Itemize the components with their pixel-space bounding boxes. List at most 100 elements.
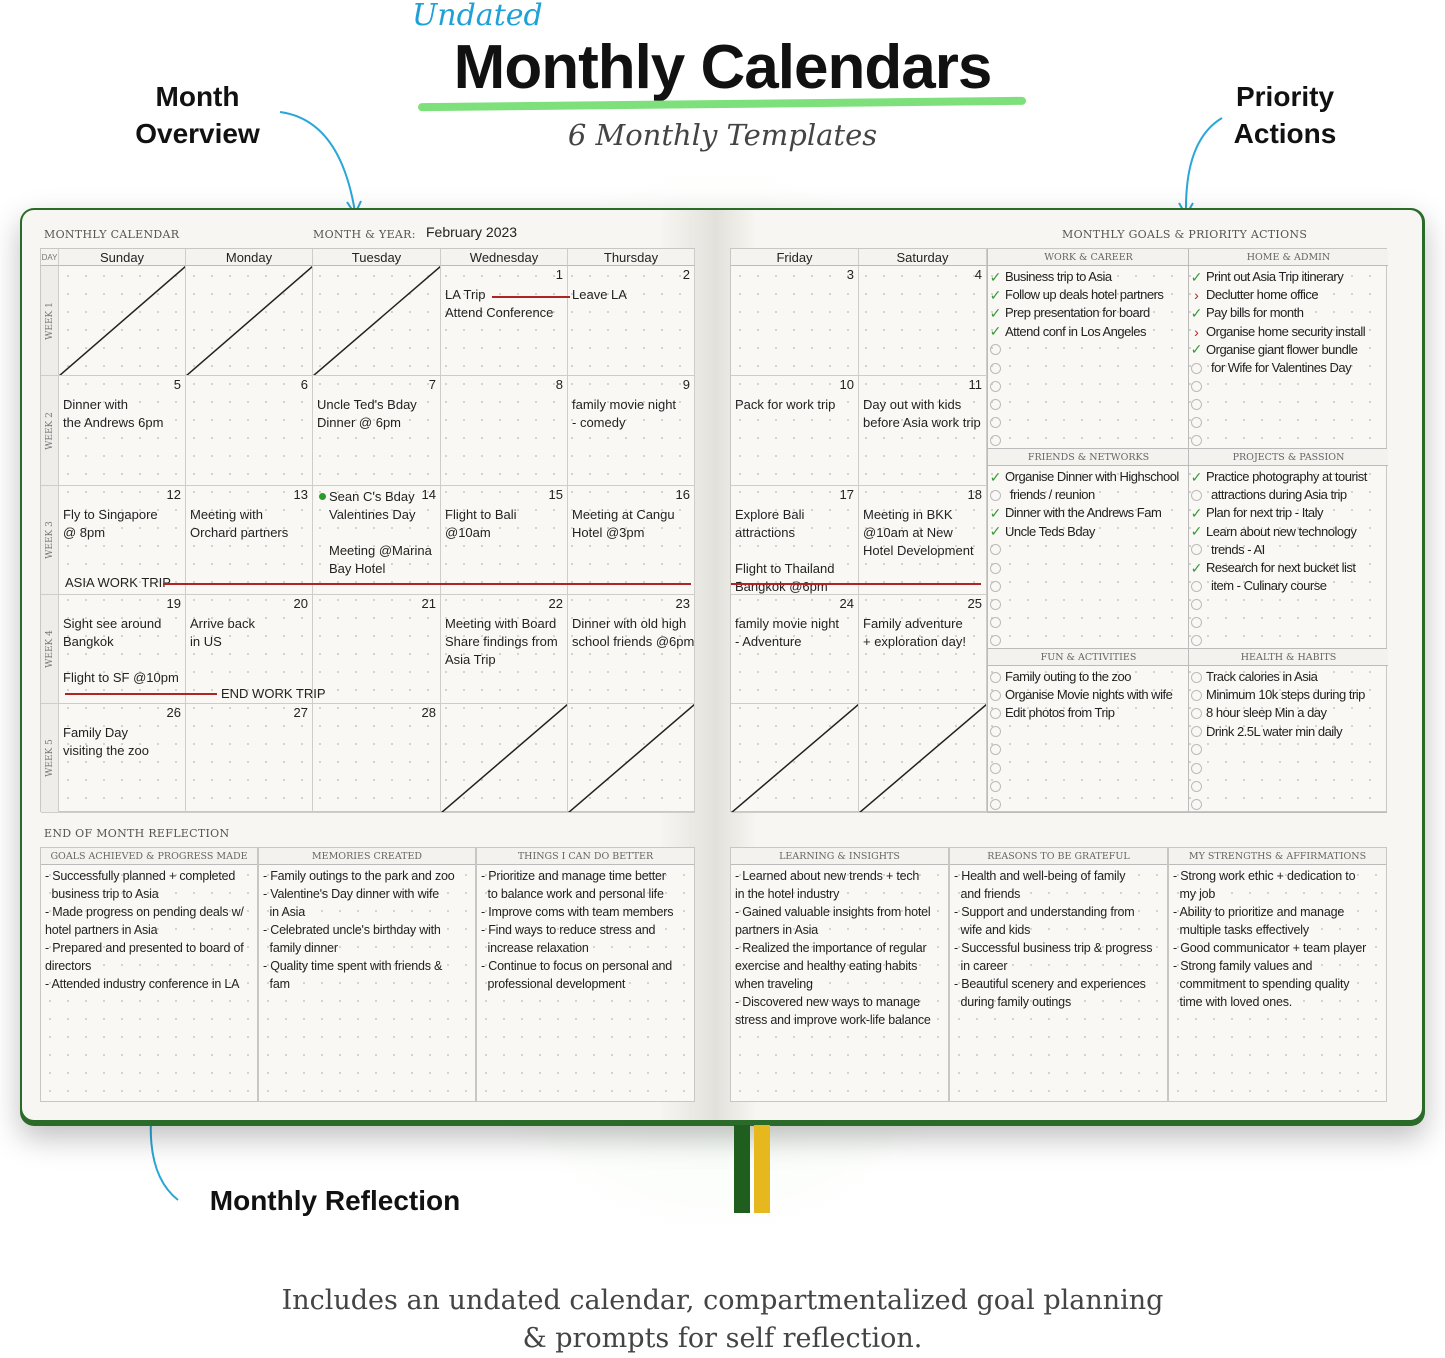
goal-item[interactable]: ✓ Plan for next trip - Italy (1190, 504, 1387, 522)
checkmark-icon[interactable]: ✓ (1190, 468, 1203, 485)
goal-item[interactable] (1190, 432, 1387, 450)
empty-checkbox-icon[interactable] (990, 744, 1001, 756)
calendar-day-cell[interactable]: 22 Meeting with Board Share findings from… (441, 595, 568, 704)
calendar-day-cell[interactable]: 13 Meeting with Orchard partners (186, 486, 313, 595)
calendar-day-cell[interactable]: 5 Dinner with the Andrews 6pm (59, 376, 186, 486)
calendar-day-cell[interactable]: 18 Meeting in BKK @10am at New Hotel Deve… (859, 486, 987, 595)
checkmark-icon[interactable]: ✓ (989, 286, 1002, 303)
calendar-day-cell[interactable]: 4 (859, 266, 987, 376)
goal-item[interactable] (1190, 632, 1387, 650)
empty-checkbox-icon[interactable] (1191, 780, 1202, 792)
calendar-day-cell[interactable]: 24 family movie night - Adventure (731, 595, 859, 704)
empty-checkbox-icon[interactable] (990, 617, 1001, 629)
goal-item[interactable] (989, 341, 1188, 359)
empty-checkbox-icon[interactable] (1191, 707, 1202, 719)
goal-item[interactable] (1190, 395, 1387, 413)
calendar-day-cell[interactable]: 15 Flight to Bali @10am (441, 486, 568, 595)
calendar-day-cell[interactable]: 9 family movie night - comedy (568, 376, 695, 486)
goal-item[interactable] (1190, 777, 1387, 795)
yellow-ribbon-bookmark[interactable] (754, 1125, 770, 1213)
empty-checkbox-icon[interactable] (990, 671, 1001, 683)
goal-item[interactable]: › Organise home security install (1190, 323, 1387, 341)
goal-item[interactable]: ✓ Prep presentation for board (989, 304, 1188, 322)
goal-item[interactable] (989, 541, 1188, 559)
calendar-day-cell[interactable] (186, 266, 313, 376)
empty-checkbox-icon[interactable] (990, 707, 1001, 719)
goal-item[interactable]: friends / reunion (989, 486, 1188, 504)
calendar-day-cell[interactable]: 11 Day out with kids before Asia work tri… (859, 376, 987, 486)
goal-item[interactable]: for Wife for Valentines Day (1190, 359, 1387, 377)
calendar-day-cell[interactable]: 21 (313, 595, 441, 704)
goal-item[interactable]: trends - AI (1190, 541, 1387, 559)
empty-checkbox-icon[interactable] (1191, 417, 1202, 429)
calendar-day-cell[interactable]: 23 Dinner with old high school friends @6… (568, 595, 695, 704)
goal-item[interactable] (989, 759, 1188, 777)
goal-item[interactable]: Minimum 10k steps during trip (1190, 686, 1387, 704)
empty-checkbox-icon[interactable] (990, 380, 1001, 392)
checkmark-icon[interactable]: ✓ (1190, 304, 1203, 321)
goal-item[interactable]: ✓ Follow up deals hotel partners (989, 286, 1188, 304)
checkmark-icon[interactable]: ✓ (1190, 341, 1203, 358)
goal-item[interactable]: ✓ Business trip to Asia (989, 268, 1188, 286)
goal-item[interactable] (989, 723, 1188, 741)
calendar-day-cell[interactable]: 17 Explore Bali attractions Flight to Tha… (731, 486, 859, 595)
calendar-day-cell[interactable]: 1 LA Trip Attend Conference (441, 266, 568, 376)
calendar-day-cell[interactable]: 10 Pack for work trip (731, 376, 859, 486)
goal-item[interactable] (1190, 414, 1387, 432)
reflection-section[interactable]: THINGS I CAN DO BETTER - Prioritize and m… (476, 847, 695, 1102)
empty-checkbox-icon[interactable] (1191, 689, 1202, 701)
empty-checkbox-icon[interactable] (1191, 380, 1202, 392)
empty-checkbox-icon[interactable] (990, 544, 1001, 556)
checkmark-icon[interactable]: ✓ (989, 323, 1002, 340)
calendar-day-cell[interactable]: 26 Family Day visiting the zoo (59, 704, 186, 813)
calendar-day-cell[interactable]: 27 (186, 704, 313, 813)
calendar-day-cell[interactable]: 2 Leave LA (568, 266, 695, 376)
goal-item[interactable]: ✓ Practice photography at tourist (1190, 468, 1387, 486)
goal-item[interactable]: Drink 2.5L water min daily (1190, 723, 1387, 741)
empty-checkbox-icon[interactable] (1191, 580, 1202, 592)
calendar-day-cell[interactable]: 14 Sean C's Bday Valentines Day Meeting @… (313, 486, 441, 595)
empty-checkbox-icon[interactable] (1191, 635, 1202, 647)
calendar-day-cell[interactable]: 16 Meeting at Cangu Hotel @3pm (568, 486, 695, 595)
empty-checkbox-icon[interactable] (1191, 489, 1202, 501)
reflection-section[interactable]: GOALS ACHIEVED & PROGRESS MADE - Successf… (40, 847, 258, 1102)
empty-checkbox-icon[interactable] (990, 344, 1001, 356)
empty-checkbox-icon[interactable] (990, 435, 1001, 447)
green-ribbon-bookmark[interactable] (734, 1125, 750, 1213)
calendar-day-cell[interactable] (441, 704, 568, 813)
goal-item[interactable] (989, 595, 1188, 613)
empty-checkbox-icon[interactable] (990, 489, 1001, 501)
goal-item[interactable]: ✓ Learn about new technology (1190, 523, 1387, 541)
goal-item[interactable]: 8 hour sleep Min a day (1190, 704, 1387, 722)
goal-item[interactable]: Edit photos from Trip (989, 704, 1188, 722)
checkmark-icon[interactable]: ✓ (989, 523, 1002, 540)
goal-item[interactable] (989, 614, 1188, 632)
month-year-value[interactable]: February 2023 (426, 224, 518, 240)
empty-checkbox-icon[interactable] (990, 780, 1001, 792)
goal-item[interactable] (1190, 795, 1387, 813)
checkmark-icon[interactable]: ✓ (1190, 523, 1203, 540)
calendar-day-cell[interactable] (568, 704, 695, 813)
calendar-day-cell[interactable]: 28 (313, 704, 441, 813)
checkmark-icon[interactable]: ✓ (1190, 559, 1203, 576)
empty-checkbox-icon[interactable] (1191, 598, 1202, 610)
goal-item[interactable]: ✓ Organise giant flower bundle (1190, 341, 1387, 359)
goal-item[interactable]: ✓ Print out Asia Trip itinerary (1190, 268, 1387, 286)
goal-item[interactable] (989, 795, 1188, 813)
empty-checkbox-icon[interactable] (990, 798, 1001, 810)
goal-item[interactable]: item - Culinary course (1190, 577, 1387, 595)
goal-item[interactable] (989, 577, 1188, 595)
empty-checkbox-icon[interactable] (990, 726, 1001, 738)
calendar-day-cell[interactable]: 12 Fly to Singapore @ 8pm (59, 486, 186, 595)
checkmark-icon[interactable]: ✓ (989, 504, 1002, 521)
calendar-day-cell[interactable]: 3 (731, 266, 859, 376)
empty-checkbox-icon[interactable] (990, 635, 1001, 647)
goal-item[interactable]: ✓ Uncle Teds Bday (989, 523, 1188, 541)
empty-checkbox-icon[interactable] (990, 398, 1001, 410)
calendar-day-cell[interactable]: 8 (441, 376, 568, 486)
empty-checkbox-icon[interactable] (990, 580, 1001, 592)
calendar-day-cell[interactable] (859, 704, 987, 813)
goal-item[interactable] (989, 432, 1188, 450)
calendar-day-cell[interactable]: 25 Family adventure + exploration day! (859, 595, 987, 704)
migrated-arrow-icon[interactable]: › (1194, 287, 1199, 304)
